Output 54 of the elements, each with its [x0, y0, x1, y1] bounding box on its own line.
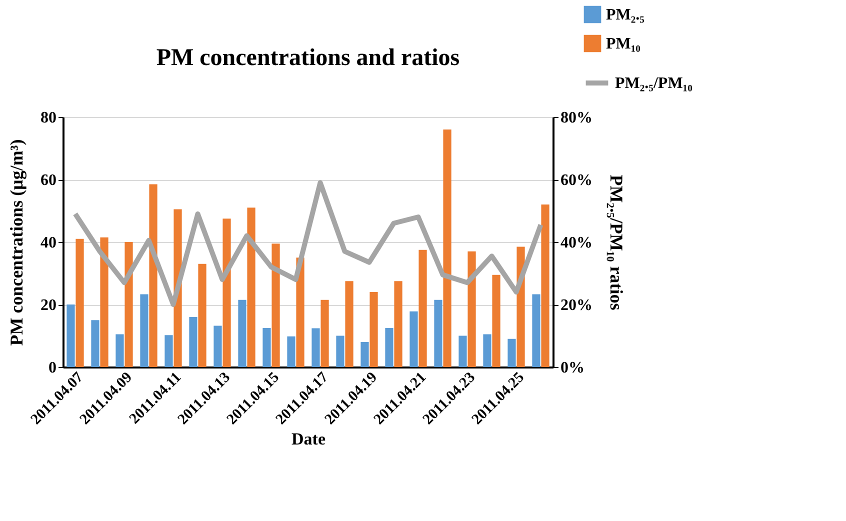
- bar: [222, 218, 231, 367]
- bar: [198, 264, 206, 367]
- bar: [434, 300, 442, 367]
- bar: [492, 274, 500, 367]
- bar: [100, 237, 108, 367]
- bar: [443, 130, 452, 367]
- bar: [394, 281, 402, 367]
- bar: [418, 250, 427, 367]
- bar: [124, 242, 133, 367]
- bar: [66, 304, 75, 367]
- bar: [458, 336, 467, 367]
- bar: [149, 184, 158, 367]
- legend-label: PM₂.₅: [606, 6, 645, 24]
- bar: [410, 311, 418, 367]
- y-tick-label: 40: [40, 234, 56, 252]
- bar: [532, 294, 540, 367]
- bar: [345, 281, 354, 367]
- bar: [320, 300, 329, 367]
- x-axis-title: Date: [292, 429, 326, 448]
- y2-tick-label: 40%: [560, 234, 592, 252]
- y2-axis-title: PM₂.₅/PM₁₀ ratios: [606, 174, 626, 310]
- bar: [336, 336, 344, 367]
- y-tick-label: 20: [40, 297, 56, 314]
- bar: [370, 292, 378, 367]
- bar: [508, 338, 516, 367]
- y-axis-title: PM concentrations (μg/m³): [6, 139, 26, 346]
- y2-tick-label: 80%: [560, 110, 592, 126]
- bar: [312, 328, 320, 367]
- y-tick-label: 0: [48, 360, 56, 376]
- bar: [385, 328, 394, 367]
- bar: [483, 334, 492, 367]
- y2-tick-label: 60%: [560, 172, 592, 189]
- bar: [272, 244, 280, 367]
- bar: [164, 335, 173, 367]
- bar: [287, 336, 296, 367]
- bar: [91, 320, 100, 367]
- bar: [76, 238, 84, 367]
- bar: [214, 326, 222, 367]
- y-tick-label: 80: [40, 110, 56, 126]
- bar: [189, 317, 198, 367]
- bar: [468, 251, 476, 367]
- bar: [262, 328, 271, 367]
- bar: [247, 208, 256, 367]
- bar: [360, 342, 369, 367]
- bar: [116, 334, 124, 367]
- y-tick-label: 60: [40, 172, 56, 189]
- legend-label: PM₂.₅/PM₁₀: [615, 75, 693, 92]
- y2-tick-label: 20%: [560, 297, 592, 314]
- y2-tick-label: 0%: [560, 360, 584, 376]
- chart-title: PM concentrations and ratios: [156, 45, 460, 71]
- bar: [140, 294, 148, 367]
- bar: [238, 300, 246, 367]
- bar: [541, 204, 550, 367]
- legend-label: PM₁₀: [606, 36, 641, 52]
